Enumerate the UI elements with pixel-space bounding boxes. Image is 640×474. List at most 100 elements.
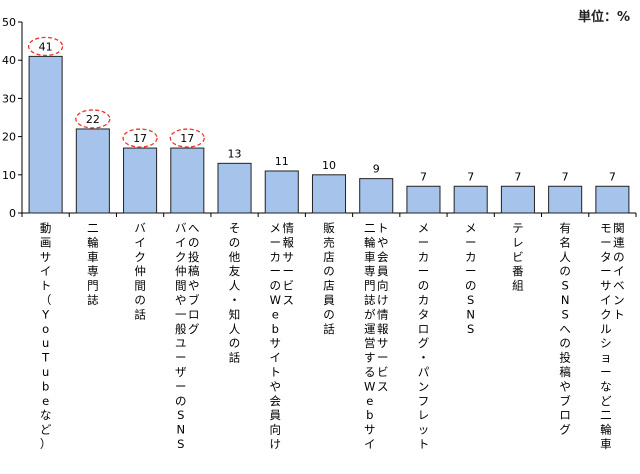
svg-text:ベ: ベ xyxy=(613,279,625,293)
svg-text:サ: サ xyxy=(270,336,282,350)
svg-text:動: 動 xyxy=(40,221,52,235)
svg-text:S: S xyxy=(561,307,568,321)
svg-text:ど: ど xyxy=(40,423,52,437)
svg-text:ユ: ユ xyxy=(175,336,187,350)
svg-text:サ: サ xyxy=(377,336,389,350)
svg-text:二: 二 xyxy=(600,408,612,422)
svg-text:車: 車 xyxy=(87,250,99,264)
svg-text:や: や xyxy=(188,279,200,293)
svg-text:ビ: ビ xyxy=(377,365,389,379)
svg-text:の: の xyxy=(175,394,187,408)
svg-text:輪: 輪 xyxy=(600,423,612,437)
svg-text:や: や xyxy=(175,293,187,307)
svg-text:へ: へ xyxy=(188,221,200,235)
bar xyxy=(548,185,583,214)
svg-text:そ: そ xyxy=(229,221,241,235)
svg-text:の: の xyxy=(418,279,430,293)
data-label: 7 xyxy=(562,170,569,183)
svg-text:N: N xyxy=(177,423,186,437)
svg-text:会: 会 xyxy=(270,394,282,408)
svg-text:タ: タ xyxy=(418,307,430,321)
svg-text:カ: カ xyxy=(270,250,282,264)
svg-text:イ: イ xyxy=(613,264,625,278)
svg-text:輪: 輪 xyxy=(364,235,376,249)
svg-text:ー: ー xyxy=(270,264,282,278)
svg-text:連: 連 xyxy=(613,235,625,249)
svg-text:ー: ー xyxy=(465,264,477,278)
svg-text:話: 話 xyxy=(134,307,146,321)
svg-text:稿: 稿 xyxy=(559,365,571,379)
y-tick-label: 40 xyxy=(2,54,16,67)
svg-text:が: が xyxy=(364,307,376,321)
svg-text:二: 二 xyxy=(364,221,376,235)
svg-text:専: 専 xyxy=(364,264,376,278)
svg-text:誌: 誌 xyxy=(87,293,99,307)
svg-text:輪: 輪 xyxy=(87,235,99,249)
svg-text:間: 間 xyxy=(175,279,187,293)
svg-text:ー: ー xyxy=(600,235,612,249)
svg-text:る: る xyxy=(364,365,376,379)
svg-text:ー: ー xyxy=(418,235,430,249)
svg-text:イ: イ xyxy=(364,437,376,451)
highlight-circle xyxy=(27,36,64,57)
svg-text:N: N xyxy=(466,307,475,321)
svg-text:話: 話 xyxy=(323,322,335,336)
svg-text:e: e xyxy=(42,394,49,408)
highlight-circle xyxy=(169,128,205,148)
svg-text:有: 有 xyxy=(559,221,571,235)
data-label: 13 xyxy=(228,147,242,160)
svg-text:へ: へ xyxy=(559,322,571,336)
svg-text:け: け xyxy=(270,437,282,451)
svg-text:な: な xyxy=(40,408,52,422)
svg-text:ョ: ョ xyxy=(600,351,612,365)
svg-text:人: 人 xyxy=(229,279,241,293)
y-tick-label: 20 xyxy=(2,131,16,144)
svg-text:仲: 仲 xyxy=(175,264,187,278)
svg-text:ー: ー xyxy=(418,264,430,278)
svg-text:サ: サ xyxy=(364,423,376,437)
svg-text:・: ・ xyxy=(229,293,241,307)
data-label: 17 xyxy=(180,132,194,145)
svg-text:バ: バ xyxy=(175,221,187,235)
svg-text:ト: ト xyxy=(418,437,430,451)
svg-text:車: 車 xyxy=(600,437,612,451)
svg-text:イ: イ xyxy=(134,235,146,249)
svg-text:関: 関 xyxy=(613,221,625,235)
y-tick-label: 50 xyxy=(2,16,16,29)
svg-text:レ: レ xyxy=(512,235,524,249)
svg-text:S: S xyxy=(467,293,474,307)
svg-text:b: b xyxy=(272,322,279,336)
data-label: 22 xyxy=(86,113,100,126)
bar xyxy=(500,185,535,214)
svg-text:タ: タ xyxy=(600,250,612,264)
svg-text:メ: メ xyxy=(270,221,282,235)
svg-text:ー: ー xyxy=(175,351,187,365)
data-label: 7 xyxy=(609,170,616,183)
svg-text:友: 友 xyxy=(229,264,241,278)
svg-text:ー: ー xyxy=(283,264,295,278)
svg-text:車: 車 xyxy=(364,250,376,264)
y-tick-label: 10 xyxy=(2,169,16,182)
svg-text:ク: ク xyxy=(134,250,146,264)
svg-text:売: 売 xyxy=(323,235,335,249)
svg-text:話: 話 xyxy=(229,351,241,365)
svg-text:ロ: ロ xyxy=(559,408,571,422)
svg-text:グ: グ xyxy=(559,423,571,437)
svg-text:ー: ー xyxy=(270,235,282,249)
svg-text:の: の xyxy=(559,336,571,350)
svg-text:番: 番 xyxy=(512,264,524,278)
svg-text:・: ・ xyxy=(418,351,430,365)
svg-text:Y: Y xyxy=(41,307,50,321)
svg-text:誌: 誌 xyxy=(364,293,376,307)
svg-text:ブ: ブ xyxy=(559,394,571,408)
svg-text:の: の xyxy=(229,336,241,350)
svg-text:運: 運 xyxy=(364,322,376,336)
svg-text:名: 名 xyxy=(559,235,571,249)
svg-text:ッ: ッ xyxy=(418,423,430,437)
svg-text:販: 販 xyxy=(323,221,335,235)
bar xyxy=(217,162,252,214)
